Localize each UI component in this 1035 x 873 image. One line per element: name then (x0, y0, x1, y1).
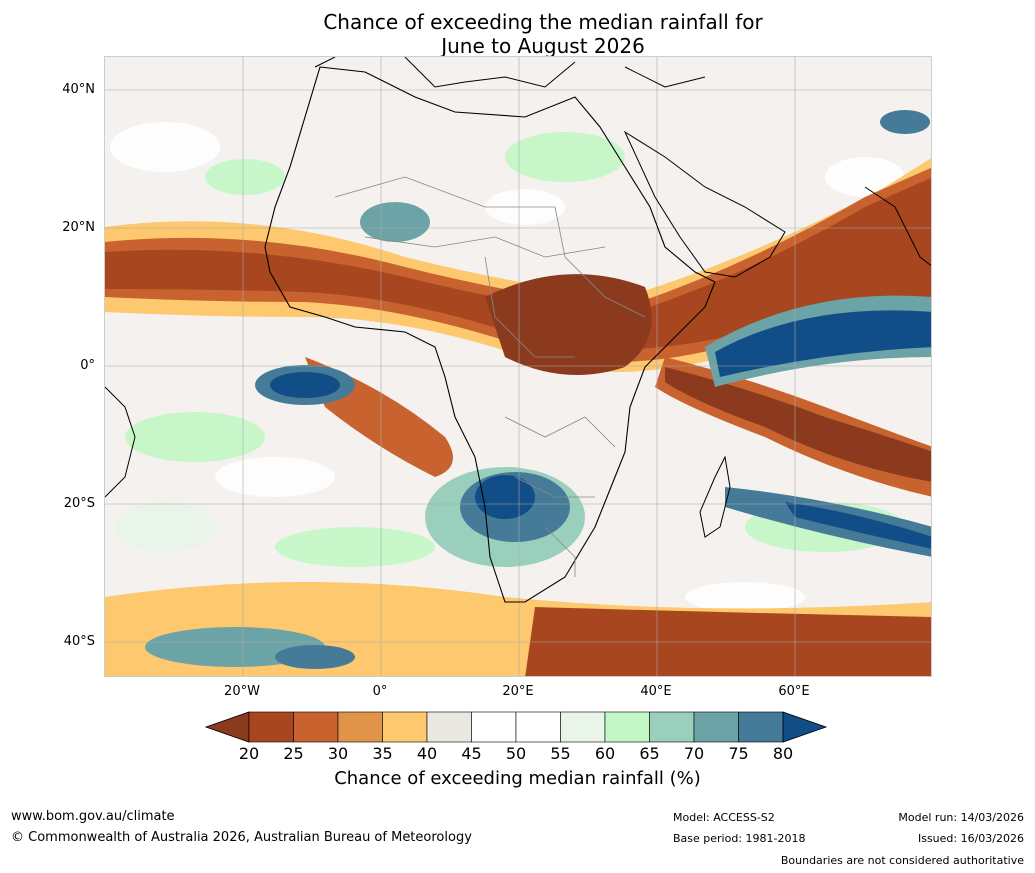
map-title: Chance of exceeding the median rainfall … (0, 10, 1035, 58)
colorbar-tick-label: 55 (550, 744, 571, 763)
colorbar-cell (560, 711, 606, 743)
graticule (105, 57, 931, 676)
title-line-1: Chance of exceeding the median rainfall … (323, 10, 763, 34)
colorbar-extend-low (205, 711, 250, 743)
footer-issued: Issued: 16/03/2026 (917, 832, 1024, 845)
lat-label-40n: 40°N (62, 82, 95, 97)
colorbar-tick-label: 75 (728, 744, 749, 763)
africa-coastline (264, 66, 716, 603)
lat-label-40s: 40°S (63, 634, 95, 649)
dry-regions (105, 158, 931, 676)
madagascar-coastline (699, 455, 731, 538)
colorbar-tick-label: 60 (594, 744, 616, 763)
lon-label-20w: 20°W (224, 684, 260, 699)
footer-model-run: Model run: 14/03/2026 (898, 811, 1024, 824)
colorbar-cell (604, 711, 650, 743)
india-coastline (864, 186, 931, 267)
lat-label-20s: 20°S (63, 496, 95, 511)
colorbar-tick-label: 35 (372, 744, 393, 763)
country-borders (334, 176, 646, 577)
colorbar-label: Chance of exceeding median rainfall (%) (334, 768, 701, 789)
europe-coastline (314, 57, 706, 88)
colorbar-tick-label: 30 (327, 744, 349, 763)
lat-label-0: 0° (80, 358, 95, 373)
south-america-coastline (105, 386, 136, 498)
footer-copyright: © Commonwealth of Australia 2026, Austra… (11, 830, 472, 845)
colorbar-cell (426, 711, 472, 743)
colorbar-tick-label: 80 (772, 744, 794, 763)
lon-label-0: 0° (372, 684, 388, 699)
colorbar-cell (649, 711, 695, 743)
map-canvas (105, 57, 931, 676)
footer-website[interactable]: www.bom.gov.au/climate (11, 809, 175, 824)
colorbar-tick-label: 25 (283, 744, 304, 763)
colorbar-tick-label: 40 (416, 744, 438, 763)
colorbar-tick-label: 20 (238, 744, 260, 763)
title-line-2: June to August 2026 (441, 34, 645, 58)
colorbar (205, 711, 828, 743)
colorbar-cell (515, 711, 561, 743)
colorbar-extend-high (782, 711, 828, 743)
lon-label-40e: 40°E (640, 684, 672, 699)
colorbar-tick-label: 45 (461, 744, 482, 763)
colorbar-cell (382, 711, 428, 743)
colorbar-tick-label: 50 (505, 744, 527, 763)
colorbar-tick-label: 70 (683, 744, 705, 763)
colorbar-cell (738, 711, 784, 743)
colorbar-cell (248, 711, 294, 743)
footer-base-period: Base period: 1981-2018 (673, 832, 806, 845)
colorbar-cell (337, 711, 383, 743)
lon-label-60e: 60°E (778, 684, 810, 699)
arabia-coastline (623, 130, 786, 278)
footer-model: Model: ACCESS-S2 (673, 811, 775, 824)
colorbar-tick-label: 65 (639, 744, 660, 763)
lat-label-20n: 20°N (62, 220, 95, 235)
wet-regions (145, 110, 931, 669)
rainfall-map[interactable] (104, 56, 932, 677)
lon-label-20e: 20°E (502, 684, 534, 699)
colorbar-cell (293, 711, 339, 743)
colorbar-cell (471, 711, 517, 743)
footer-disclaimer: Boundaries are not considered authoritat… (780, 854, 1024, 867)
colorbar-cell (693, 711, 739, 743)
